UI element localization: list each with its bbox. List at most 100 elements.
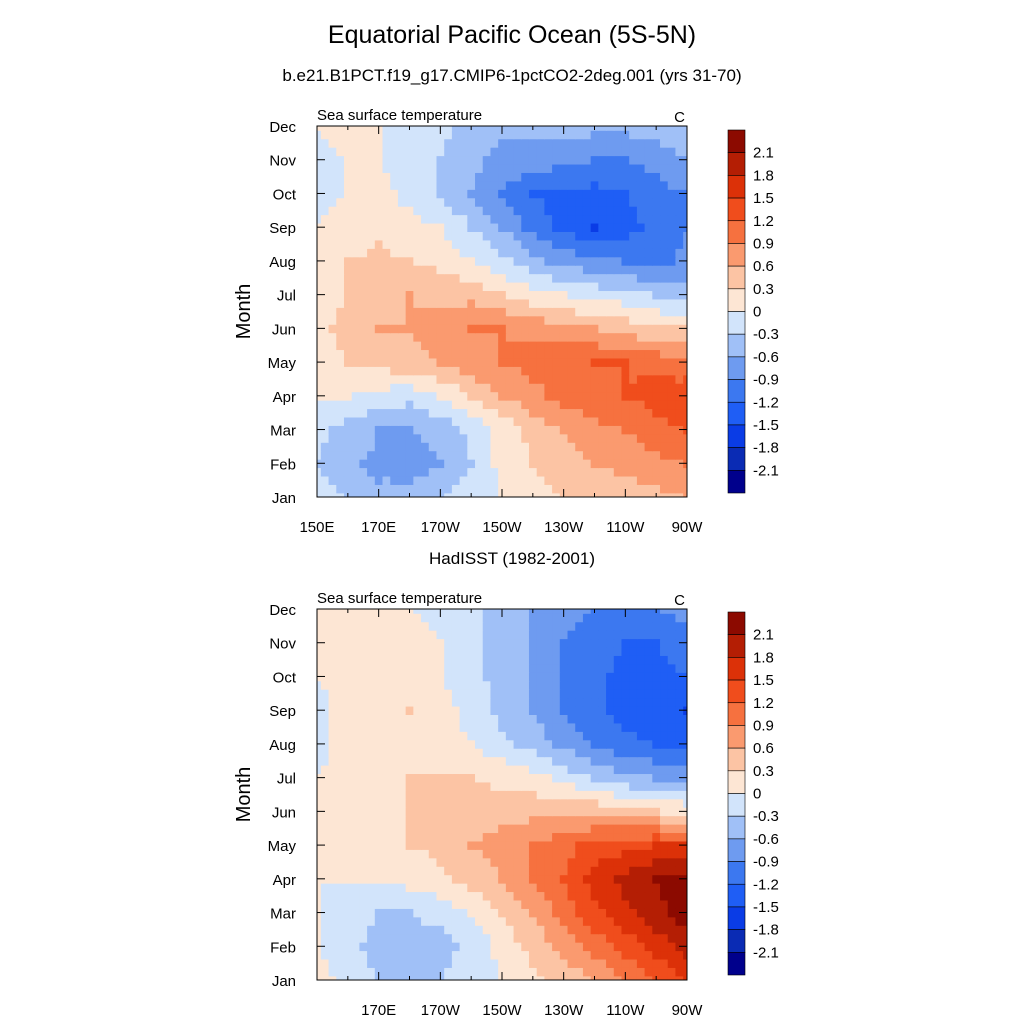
heatmap-cell xyxy=(413,950,422,960)
heatmap-cell xyxy=(467,366,476,376)
heatmap-cell xyxy=(317,824,322,834)
heatmap-cell xyxy=(552,467,561,477)
heatmap-cell xyxy=(351,680,360,690)
heatmap-cell xyxy=(382,214,391,224)
heatmap-cell xyxy=(582,832,592,842)
heatmap-cell xyxy=(467,638,476,648)
colorbar-label: 0 xyxy=(753,786,761,803)
heatmap-cell xyxy=(459,475,468,485)
heatmap-cell xyxy=(652,798,661,808)
heatmap-cell xyxy=(374,722,384,732)
heatmap-cell xyxy=(490,425,499,435)
heatmap-cell xyxy=(428,197,438,207)
heatmap-cell xyxy=(528,459,538,469)
heatmap-cell xyxy=(552,807,561,817)
heatmap-cell xyxy=(459,731,468,741)
heatmap-cell xyxy=(528,672,538,682)
heatmap-cell xyxy=(320,383,330,393)
heatmap-cell xyxy=(598,290,607,300)
heatmap-cell xyxy=(428,341,438,351)
heatmap-cell xyxy=(606,790,615,800)
heatmap-cell xyxy=(382,655,391,665)
heatmap-cell xyxy=(528,899,538,909)
heatmap-cell xyxy=(320,366,330,376)
heatmap-cell xyxy=(343,815,353,825)
heatmap-cell xyxy=(660,672,669,682)
heatmap-cell xyxy=(467,374,476,384)
heatmap-cell xyxy=(351,332,360,342)
heatmap-cell xyxy=(629,697,638,707)
heatmap-cell xyxy=(559,298,569,308)
heatmap-cell xyxy=(582,307,592,317)
heatmap-cell xyxy=(317,315,322,325)
heatmap-cell xyxy=(351,265,360,275)
heatmap-cell xyxy=(467,933,476,943)
heatmap-cell xyxy=(428,883,438,893)
heatmap-cell xyxy=(382,672,391,682)
heatmap-cell xyxy=(413,467,422,477)
heatmap-cell xyxy=(567,621,576,631)
heatmap-cell xyxy=(575,781,584,791)
heatmap-cell xyxy=(536,646,545,656)
heatmap-cell xyxy=(351,916,360,926)
heatmap-cell xyxy=(582,739,592,749)
heatmap-cell xyxy=(660,197,669,207)
heatmap-cell xyxy=(652,307,661,317)
heatmap-cell xyxy=(660,324,669,334)
heatmap-cell xyxy=(405,722,414,732)
heatmap-cell xyxy=(575,408,584,418)
heatmap-cell xyxy=(598,298,607,308)
heatmap-cell xyxy=(575,281,584,292)
heatmap-cell xyxy=(413,172,422,182)
heatmap-cell xyxy=(559,341,569,351)
heatmap-cell xyxy=(475,781,484,791)
heatmap-cell xyxy=(521,899,530,909)
heatmap-cell xyxy=(359,206,368,216)
heatmap-cell xyxy=(436,655,445,665)
heatmap-cell xyxy=(536,408,545,418)
heatmap-cell xyxy=(467,756,476,766)
heatmap-cell xyxy=(652,731,661,741)
heatmap-cell xyxy=(667,197,677,207)
heatmap-cell xyxy=(652,349,661,359)
heatmap-cell xyxy=(606,975,615,980)
heatmap-cell xyxy=(521,621,530,631)
heatmap-cell xyxy=(317,764,322,775)
heatmap-cell xyxy=(421,638,430,648)
x-tick-label: 170W xyxy=(421,1002,461,1019)
heatmap-cell xyxy=(667,857,677,867)
heatmap-cell xyxy=(621,172,630,182)
x-tick-label: 90W xyxy=(672,519,704,536)
heatmap-cell xyxy=(652,214,661,224)
heatmap-cell xyxy=(328,925,337,935)
heatmap-cell xyxy=(613,764,623,775)
heatmap-cell xyxy=(359,324,368,334)
heatmap-cell xyxy=(444,332,453,342)
heatmap-cell xyxy=(374,256,384,266)
heatmap-cell xyxy=(505,942,515,952)
heatmap-cell xyxy=(505,475,515,485)
heatmap-cell xyxy=(343,748,353,758)
heatmap-cell xyxy=(428,349,438,359)
heatmap-cell xyxy=(652,197,661,207)
heatmap-cell xyxy=(644,126,653,131)
heatmap-cell xyxy=(582,731,592,741)
heatmap-cell xyxy=(667,307,677,317)
heatmap-cell xyxy=(575,790,584,800)
heatmap-cell xyxy=(413,722,422,732)
heatmap-cell xyxy=(521,655,530,665)
heatmap-cell xyxy=(390,689,399,699)
heatmap-cell xyxy=(644,781,653,791)
heatmap-cell xyxy=(382,400,391,410)
heatmap-cell xyxy=(567,265,576,275)
heatmap-cell xyxy=(336,357,345,367)
heatmap-cell xyxy=(390,824,399,834)
heatmap-cell xyxy=(328,383,337,393)
heatmap-cell xyxy=(552,256,561,266)
heatmap-cell xyxy=(482,891,492,901)
heatmap-cell xyxy=(490,332,499,342)
heatmap-cell xyxy=(328,663,337,673)
heatmap-cell xyxy=(359,790,368,800)
heatmap-cell xyxy=(598,467,607,477)
heatmap-cell xyxy=(505,824,515,834)
